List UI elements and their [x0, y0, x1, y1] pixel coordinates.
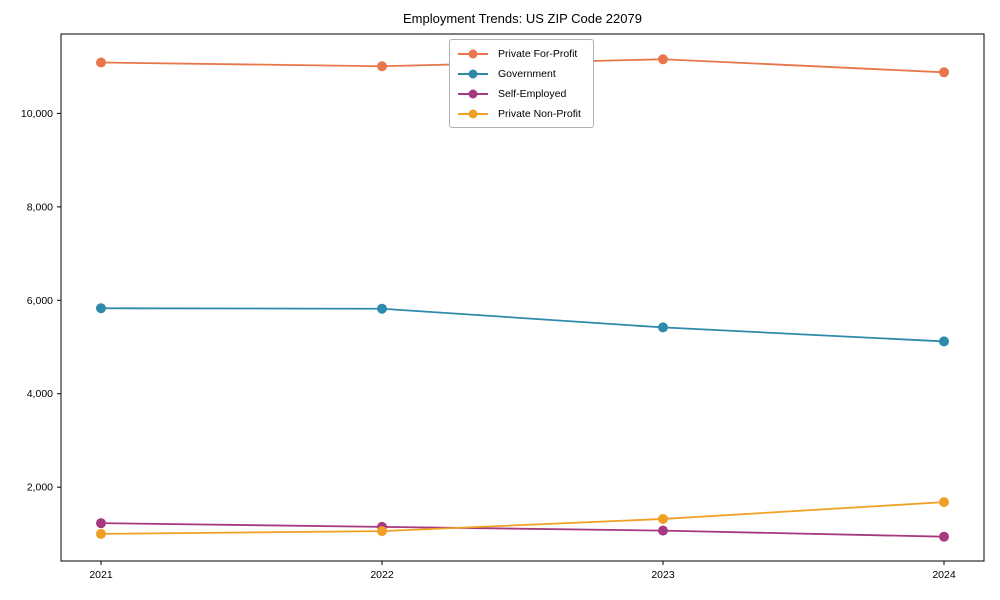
axes-spines — [60, 33, 985, 562]
y-tick-label: 10,000 — [21, 108, 53, 120]
data-point — [658, 525, 668, 536]
series-line-private-non-profit — [100, 501, 945, 535]
chart-title: Employment Trends: US ZIP Code 22079 — [403, 11, 642, 26]
legend-dot-icon — [468, 89, 478, 98]
y-tick-label: 6,000 — [27, 295, 53, 307]
legend-label: Private Non-Profit — [498, 107, 581, 120]
legend-item: Government — [458, 67, 581, 80]
legend-dot-icon — [468, 69, 478, 78]
x-tick-label: 2021 — [89, 569, 113, 581]
data-point — [96, 303, 106, 314]
legend-item: Private For-Profit — [458, 47, 581, 60]
data-point — [96, 518, 106, 529]
x-tick-label: 2023 — [651, 569, 675, 581]
data-point — [658, 513, 668, 524]
data-point — [939, 497, 949, 508]
legend-label: Private For-Profit — [498, 47, 578, 60]
y-tick-label: 4,000 — [27, 388, 53, 400]
data-point — [939, 67, 949, 78]
data-point — [96, 528, 106, 539]
legend-dot-icon — [468, 49, 478, 58]
data-point — [96, 57, 106, 68]
legend-dot-icon — [468, 109, 478, 118]
y-tick-label: 8,000 — [27, 201, 53, 213]
data-point — [377, 526, 387, 537]
legend-line-marker-icon — [458, 109, 488, 118]
legend-line-marker-icon — [458, 49, 488, 58]
data-point — [658, 322, 668, 333]
legend: Private For-Profit Government Self-Employe… — [449, 39, 594, 128]
legend-line-marker-icon — [458, 89, 488, 98]
x-tick-label: 2022 — [370, 569, 394, 581]
data-point — [939, 336, 949, 347]
data-point — [377, 61, 387, 72]
data-point — [939, 531, 949, 542]
legend-line-marker-icon — [458, 69, 488, 78]
legend-label: Government — [498, 67, 556, 80]
data-point — [377, 303, 387, 314]
legend-item: Self-Employed — [458, 87, 581, 100]
legend-label: Self-Employed — [498, 87, 567, 100]
legend-item: Private Non-Profit — [458, 107, 581, 120]
data-point — [658, 54, 668, 65]
series-line-government — [100, 307, 945, 343]
x-tick-label: 2024 — [932, 569, 956, 581]
y-tick-label: 2,000 — [27, 482, 53, 494]
series-line-self-employed — [100, 522, 945, 538]
